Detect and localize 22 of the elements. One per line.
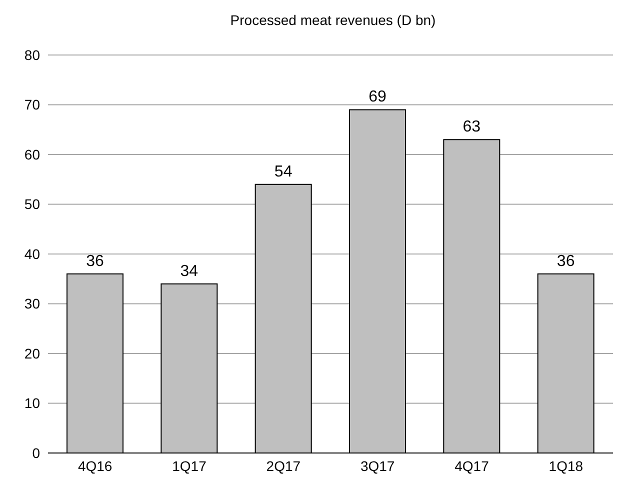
data-label: 69	[368, 88, 386, 106]
x-tick-label: 1Q18	[548, 458, 584, 474]
data-label: 36	[556, 252, 575, 270]
x-tick-label: 4Q16	[78, 458, 112, 474]
x-tick-label: 1Q17	[172, 458, 207, 474]
data-label: 63	[462, 118, 481, 136]
y-tick-label: 0	[32, 444, 40, 461]
data-label: 34	[180, 262, 198, 280]
chart-title: Processed meat revenues (D bn)	[229, 11, 437, 30]
y-tick-label: 50	[24, 196, 40, 212]
y-tick-label: 10	[24, 395, 40, 412]
data-label: 36	[86, 252, 104, 270]
x-tick-label: 4Q17	[454, 458, 490, 474]
data-label: 54	[274, 163, 292, 180]
y-tick-label: 30	[24, 296, 40, 312]
y-tick-label: 80	[24, 46, 40, 63]
x-tick-label: 2Q17	[266, 458, 301, 474]
y-tick-label: 40	[24, 246, 40, 262]
y-tick-label: 20	[24, 345, 40, 362]
x-tick-label: 3Q17	[360, 458, 395, 474]
y-tick-label: 70	[24, 96, 40, 113]
y-tick-label: 60	[24, 146, 40, 162]
